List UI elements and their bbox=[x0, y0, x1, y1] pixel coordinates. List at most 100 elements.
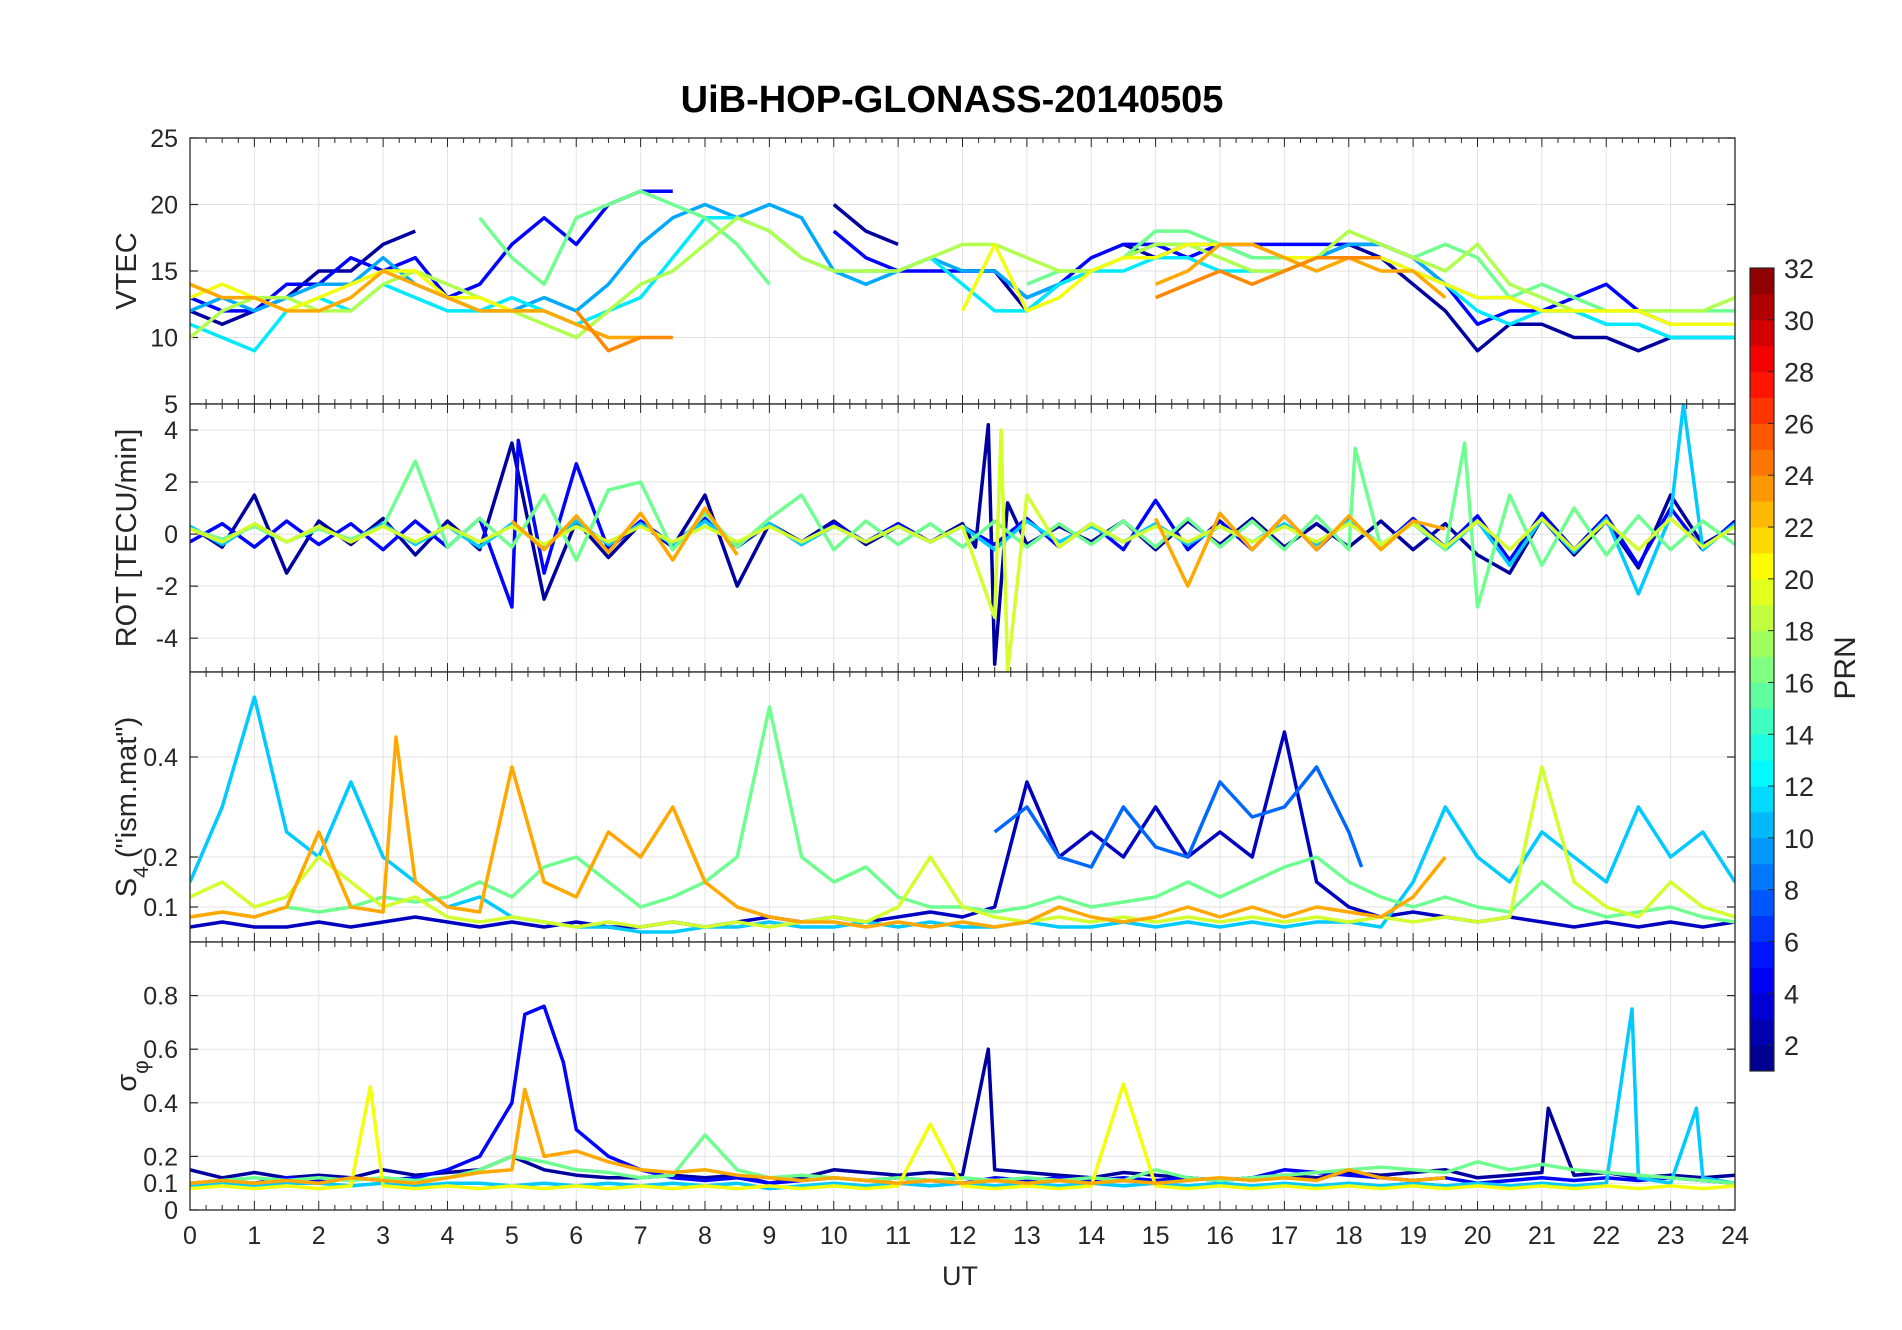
sigma-series-prn-23 bbox=[190, 1087, 1446, 1185]
x-tick-label: 7 bbox=[634, 1222, 648, 1250]
colorbar-tick-label: 10 bbox=[1784, 824, 1814, 854]
x-tick-label: 24 bbox=[1721, 1222, 1749, 1250]
x-tick-label: 11 bbox=[885, 1222, 911, 1250]
x-tick-label: 19 bbox=[1399, 1222, 1427, 1250]
colorbar-segment bbox=[1750, 811, 1774, 839]
colorbar-segment bbox=[1750, 552, 1774, 580]
x-tick-label: 2 bbox=[312, 1222, 326, 1250]
colorbar-segment bbox=[1750, 760, 1774, 787]
colorbar-tick-label: 28 bbox=[1784, 358, 1814, 388]
s4-ylabel: S4 ("ism.mat") bbox=[111, 717, 153, 898]
s4-series-prn-19 bbox=[190, 765, 1735, 929]
sigma-ytick-label: 0.2 bbox=[143, 1143, 178, 1171]
colorbar-segment bbox=[1750, 527, 1774, 554]
x-tick-label: 0 bbox=[183, 1222, 197, 1250]
vtec-panel: 5 10 15 20 25 VTEC bbox=[111, 125, 1736, 419]
sigma-series-prn-2 bbox=[190, 1047, 1735, 1185]
colorbar-segment bbox=[1750, 268, 1774, 295]
colorbar-segment bbox=[1750, 708, 1774, 735]
colorbar-segment bbox=[1750, 1019, 1774, 1046]
s4-series-group bbox=[190, 695, 1735, 934]
chart-title: UiB-HOP-GLONASS-20140505 bbox=[681, 79, 1224, 121]
x-tick-label: 21 bbox=[1528, 1222, 1556, 1250]
colorbar-segment bbox=[1750, 967, 1774, 994]
vtec-series-prn-12 bbox=[190, 216, 1735, 353]
x-tick-label: 15 bbox=[1142, 1222, 1170, 1250]
x-tick-label: 16 bbox=[1206, 1222, 1234, 1250]
x-tick-label: 10 bbox=[820, 1222, 848, 1250]
sigma-ytick-label: 0.8 bbox=[143, 983, 178, 1011]
colorbar-segment bbox=[1750, 837, 1774, 865]
colorbar-label: PRN bbox=[1829, 636, 1862, 699]
x-tick-label: 9 bbox=[762, 1222, 776, 1250]
colorbar-segment bbox=[1750, 915, 1774, 942]
x-tick-label: 13 bbox=[1013, 1222, 1041, 1250]
rot-series-prn-19 bbox=[190, 428, 1735, 672]
vtec-ytick-label: 20 bbox=[150, 192, 178, 220]
colorbar-tick-label: 20 bbox=[1784, 565, 1814, 595]
vtec-ytick-label: 25 bbox=[150, 125, 178, 153]
colorbar-segment bbox=[1750, 397, 1774, 424]
vtec-series-prn-18 bbox=[190, 216, 1735, 340]
colorbar-segment bbox=[1750, 423, 1774, 450]
rot-panel: -4 -2 0 2 4 ROT [TECU/min] bbox=[111, 403, 1736, 673]
colorbar-tick-label: 18 bbox=[1784, 617, 1814, 647]
rot-series-prn-16 bbox=[190, 441, 1735, 609]
colorbar-tick-label: 24 bbox=[1784, 461, 1814, 491]
colorbar-tick-label: 4 bbox=[1784, 979, 1799, 1009]
sigma-ylabel: σφ bbox=[111, 1060, 153, 1092]
vtec-series-prn-24 bbox=[574, 255, 1381, 353]
colorbar-segment bbox=[1750, 319, 1774, 347]
colorbar-segment bbox=[1750, 941, 1774, 968]
x-axis-label: UT bbox=[942, 1261, 978, 1291]
colorbar-segment bbox=[1750, 656, 1774, 683]
colorbar-segment bbox=[1750, 786, 1774, 813]
colorbar-segment bbox=[1750, 734, 1774, 761]
colorbar-tick-label: 14 bbox=[1784, 720, 1814, 750]
colorbar-tick-label: 16 bbox=[1784, 668, 1814, 698]
rot-ytick-label: 2 bbox=[164, 469, 178, 497]
colorbar-frame bbox=[1749, 267, 1775, 1072]
x-tick-label: 14 bbox=[1077, 1222, 1105, 1250]
colorbar-tick-label: 12 bbox=[1784, 772, 1814, 802]
colorbar-tick-label: 30 bbox=[1784, 306, 1814, 336]
colorbar-segment bbox=[1750, 371, 1774, 399]
x-tick-label: 20 bbox=[1464, 1222, 1492, 1250]
x-tick-label: 6 bbox=[569, 1222, 583, 1250]
sigma-frame bbox=[189, 941, 1736, 1211]
rot-ytick-label: -2 bbox=[156, 573, 178, 601]
sigma-phi-panel: 00.10.2 0.4 0.6 0.8 σφ bbox=[111, 941, 1736, 1225]
colorbar-segment bbox=[1750, 449, 1774, 476]
s4-ytick-label: 0.1 bbox=[143, 894, 178, 922]
colorbar-tick-label: 26 bbox=[1784, 409, 1814, 439]
rot-ytick-label: 0 bbox=[164, 521, 178, 549]
sigma-ytick-label: 0.1 bbox=[143, 1170, 178, 1198]
colorbar-segment bbox=[1750, 501, 1774, 528]
colorbar-segment bbox=[1750, 578, 1774, 606]
vtec-ylabel: VTEC bbox=[111, 232, 143, 309]
x-tick-label: 1 bbox=[247, 1222, 261, 1250]
rot-series-group bbox=[190, 404, 1735, 672]
colorbar-segment bbox=[1750, 682, 1774, 709]
sigma-series-prn-20 bbox=[190, 1082, 1735, 1191]
colorbar-segment bbox=[1750, 993, 1774, 1020]
sigma-ytick-label: 0.4 bbox=[143, 1090, 178, 1118]
colorbar-tick-label: 22 bbox=[1784, 513, 1814, 543]
x-tick-label: 23 bbox=[1657, 1222, 1685, 1250]
x-tick-label: 17 bbox=[1270, 1222, 1298, 1250]
rot-series-prn-23 bbox=[510, 506, 1446, 588]
rot-ytick-label: -4 bbox=[156, 625, 178, 653]
colorbar-tick-label: 32 bbox=[1784, 254, 1814, 284]
colorbar-segment bbox=[1750, 630, 1774, 658]
x-tick-label: 3 bbox=[376, 1222, 390, 1250]
sigma-ytick-label: 0.6 bbox=[143, 1036, 178, 1064]
sigma-series-group bbox=[190, 1004, 1735, 1191]
vtec-ytick-label: 10 bbox=[150, 325, 178, 353]
colorbar-segment bbox=[1750, 345, 1774, 373]
colorbar-segment bbox=[1750, 889, 1774, 917]
x-tick-label: 18 bbox=[1335, 1222, 1363, 1250]
x-tick-label: 5 bbox=[505, 1222, 519, 1250]
vtec-ytick-label: 5 bbox=[164, 391, 178, 419]
